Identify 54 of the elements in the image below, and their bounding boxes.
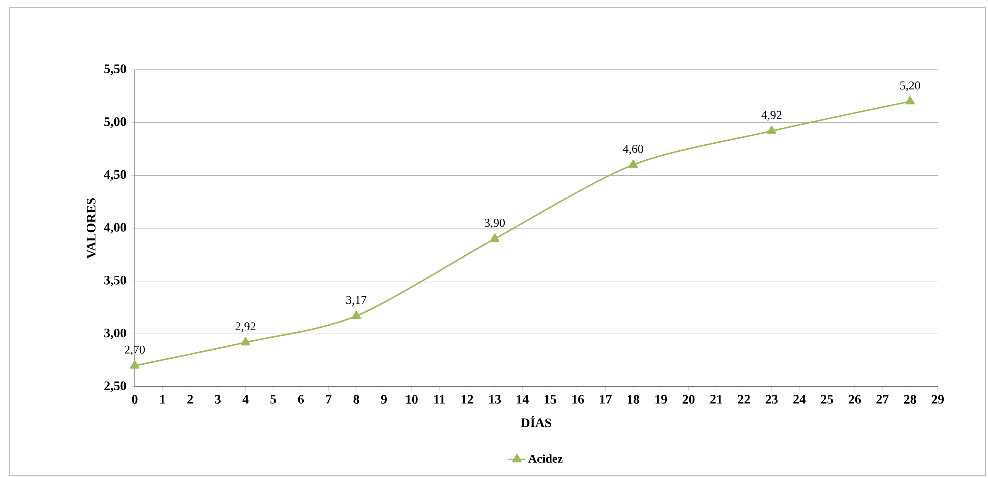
point bbox=[130, 360, 140, 369]
point bbox=[352, 310, 362, 320]
x-tick-label: 10 bbox=[406, 395, 418, 404]
data-label: 2,70 bbox=[125, 346, 146, 356]
data-label: 2,92 bbox=[236, 322, 256, 332]
y-tick-label: 4,00 bbox=[104, 223, 126, 234]
point bbox=[906, 96, 915, 105]
y-tick-label: 4,50 bbox=[104, 170, 126, 181]
x-tick-label: 25 bbox=[821, 395, 834, 404]
x-tick-label: 11 bbox=[434, 395, 446, 404]
x-tick-label: 6 bbox=[298, 395, 304, 404]
x-tick-label: 9 bbox=[381, 395, 387, 404]
x-tick-label: 27 bbox=[876, 395, 889, 404]
data-label: 3,17 bbox=[346, 296, 367, 306]
data-label: 4,60 bbox=[623, 145, 644, 155]
x-tick-label: 17 bbox=[600, 395, 612, 404]
x-tick-label: 8 bbox=[354, 395, 360, 404]
x-tick-label: 24 bbox=[794, 395, 806, 404]
x-tick-label: 5 bbox=[270, 395, 276, 404]
point bbox=[628, 160, 638, 168]
x-tick-label: 13 bbox=[490, 395, 502, 404]
x-tick-label: 20 bbox=[682, 395, 695, 404]
y-axis-title: VALORES bbox=[87, 198, 96, 259]
x-tick-label: 18 bbox=[628, 395, 640, 404]
point bbox=[241, 337, 250, 346]
x-tick-label: 28 bbox=[904, 395, 916, 404]
y-tick-label: 3,50 bbox=[104, 276, 126, 287]
x-tick-label: 16 bbox=[572, 395, 584, 404]
x-tick-label: 7 bbox=[326, 395, 332, 404]
x-tick-label: 21 bbox=[710, 395, 722, 404]
x-tick-label: 22 bbox=[738, 395, 750, 404]
x-tick-label: 4 bbox=[242, 395, 249, 404]
y-tick-label: 5,50 bbox=[104, 64, 126, 76]
data-label: 3,90 bbox=[485, 219, 506, 229]
x-tick-label: 3 bbox=[215, 395, 221, 404]
y-tick-label: 3,00 bbox=[104, 328, 126, 340]
x-tick-label: 0 bbox=[132, 395, 138, 404]
data-label: 4,92 bbox=[762, 111, 782, 122]
x-tick-label: 19 bbox=[656, 395, 668, 404]
point bbox=[767, 126, 777, 134]
x-tick-label: 2 bbox=[188, 395, 194, 404]
point bbox=[490, 234, 500, 242]
x-tick-label: 14 bbox=[517, 395, 529, 404]
x-tick-label: 1 bbox=[160, 395, 166, 404]
x-tick-label: 12 bbox=[462, 395, 474, 404]
x-axis-title: DÍAS bbox=[521, 416, 552, 428]
x-tick-label: 15 bbox=[544, 395, 556, 404]
y-tick-label: 5,00 bbox=[104, 117, 126, 128]
legend-label: Acidez bbox=[528, 454, 563, 464]
x-tick-label: 23 bbox=[766, 395, 778, 404]
x-tick-label: 29 bbox=[932, 395, 944, 404]
y-tick-label: 2,50 bbox=[104, 382, 126, 392]
data-label: 5,20 bbox=[900, 82, 920, 92]
x-tick-label: 26 bbox=[848, 395, 862, 404]
